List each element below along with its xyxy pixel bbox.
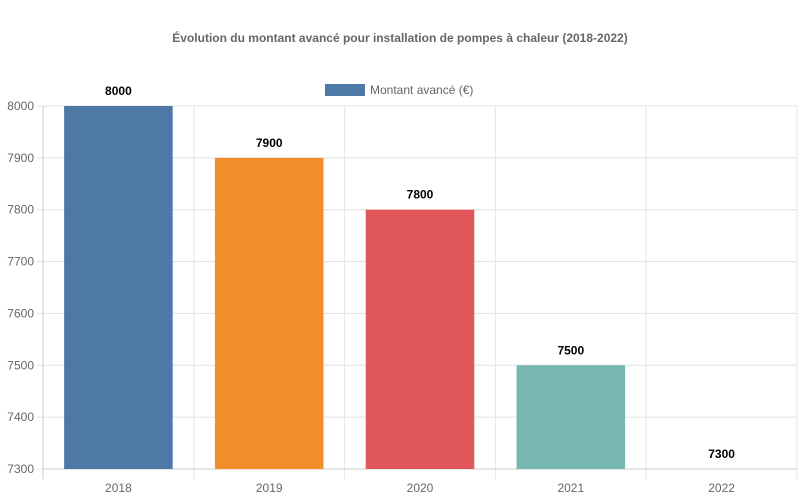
y-tick-label: 8000 (7, 99, 34, 113)
bar-2019 (214, 157, 324, 469)
legend-swatch (325, 84, 365, 96)
y-tick-label: 7700 (7, 255, 34, 269)
data-labels: 8000 7900 7800 7500 7300 (105, 84, 735, 461)
x-tick-label: 2020 (407, 481, 434, 495)
y-tick-label: 7900 (7, 151, 34, 165)
data-label-2020: 7800 (407, 188, 434, 202)
bars (64, 106, 626, 469)
bar-2021 (516, 365, 626, 469)
x-tick-label: 2022 (708, 481, 735, 495)
chart-title: Évolution du montant avancé pour install… (172, 30, 627, 45)
legend-label: Montant avancé (€) (370, 83, 473, 97)
x-tick-label: 2021 (557, 481, 584, 495)
x-tick-label: 2019 (256, 481, 283, 495)
data-label-2021: 7500 (557, 343, 584, 357)
data-label-2019: 7900 (256, 136, 283, 150)
y-tick-label: 7300 (7, 462, 34, 476)
y-tick-label: 7600 (7, 306, 34, 320)
x-axis: 2018 2019 2020 2021 2022 (105, 481, 735, 495)
y-tick-label: 7400 (7, 410, 34, 424)
y-tick-label: 7800 (7, 203, 34, 217)
bar-2020 (365, 209, 475, 469)
y-tick-label: 7500 (7, 358, 34, 372)
x-tick-label: 2018 (105, 481, 132, 495)
y-axis: 7300 7400 7500 7600 7700 7800 7900 8000 (7, 99, 34, 476)
data-label-2022: 7300 (708, 447, 735, 461)
bar-2018 (64, 106, 173, 469)
data-label-2018: 8000 (105, 84, 132, 98)
legend[interactable]: Montant avancé (€) (325, 83, 473, 97)
